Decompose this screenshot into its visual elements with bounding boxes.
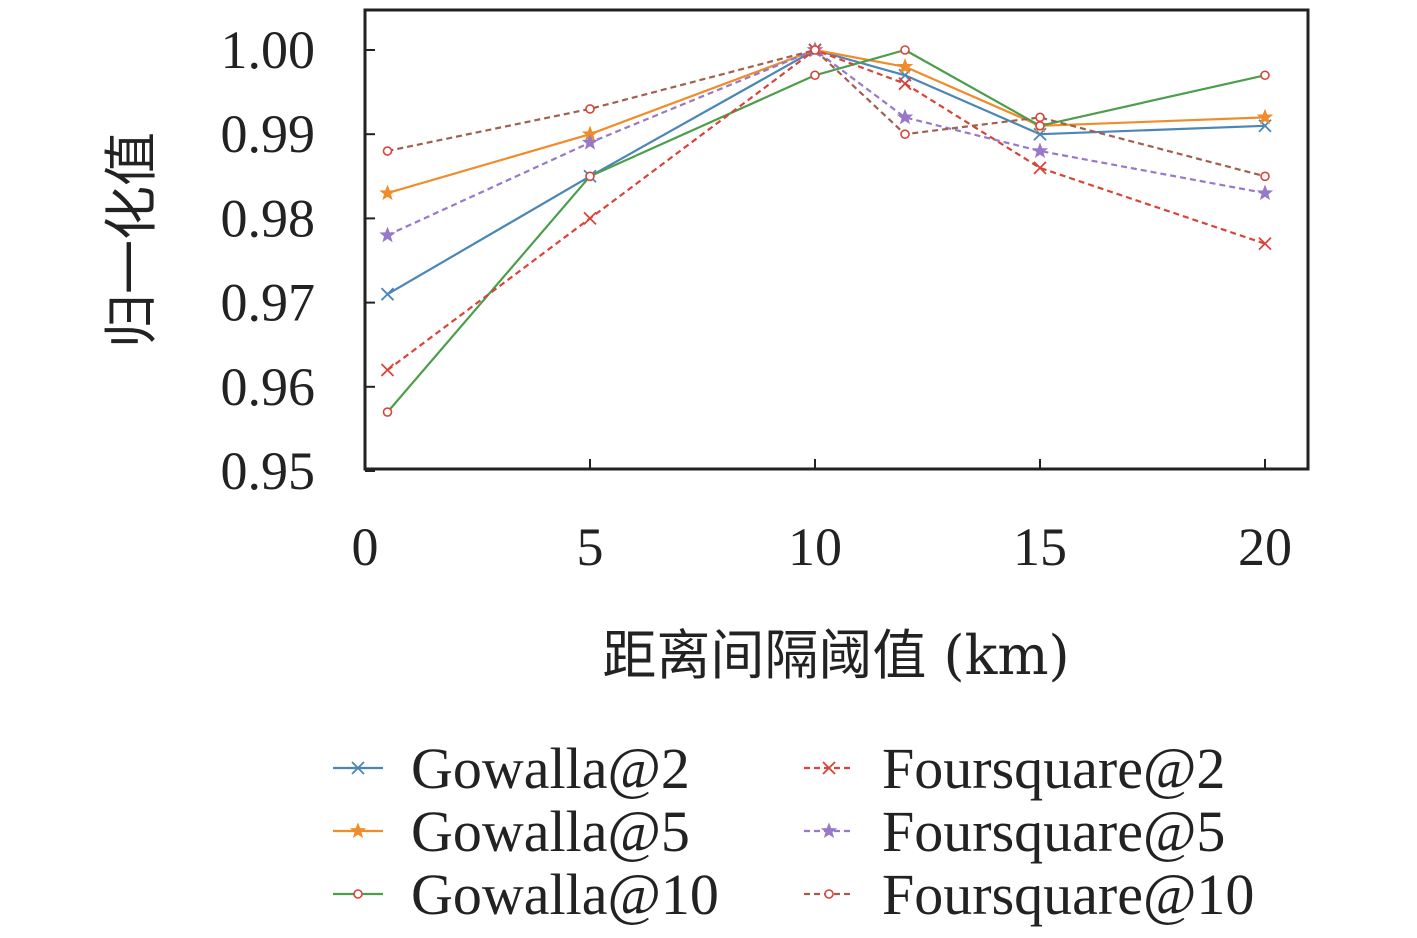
legend-marker — [822, 761, 836, 775]
data-point — [900, 45, 910, 55]
x-tick-label: 15 — [1013, 517, 1067, 577]
legend-item: Foursquare@10 — [804, 862, 1254, 927]
data-point — [382, 146, 393, 156]
x-axis-label: 距离间隔阈值 (km) — [602, 624, 1069, 687]
series-line — [387, 48, 1266, 195]
plot-frame — [363, 8, 1310, 471]
legend-item: Foursquare@5 — [804, 799, 1225, 864]
data-point — [896, 108, 914, 125]
y-tick-label: 0.99 — [221, 104, 316, 164]
data-point — [583, 211, 597, 226]
x-tick-label: 0 — [352, 517, 379, 577]
series-line — [386, 48, 1266, 371]
data-point — [585, 171, 595, 182]
legend-marker — [351, 761, 365, 775]
legend-marker — [824, 889, 834, 899]
x-tick-label: 10 — [788, 517, 842, 577]
data-point — [1033, 161, 1047, 175]
legend-marker — [349, 822, 367, 839]
series-line — [387, 48, 1266, 237]
data-point — [380, 287, 395, 301]
legend-label: Foursquare@5 — [882, 799, 1225, 864]
legend-label: Foursquare@10 — [882, 862, 1254, 927]
data-point — [1035, 120, 1045, 131]
legend-marker — [820, 822, 838, 839]
data-point — [810, 45, 820, 55]
data-point — [1035, 112, 1045, 123]
data-point — [379, 184, 396, 201]
data-point — [379, 226, 396, 243]
data-point — [1258, 237, 1272, 251]
y-tick-label: 0.96 — [221, 357, 316, 417]
data-point — [382, 407, 393, 417]
legend-item: Gowalla@5 — [333, 799, 690, 864]
x-axis-ticks: 0 5 10 15 20 — [352, 459, 1292, 577]
y-tick-label: 1.00 — [221, 20, 316, 80]
data-point — [1260, 70, 1270, 81]
y-axis-ticks: 0.95 0.96 0.97 0.98 0.99 1.00 — [221, 20, 375, 501]
data-point — [896, 58, 914, 74]
data-point — [585, 104, 595, 114]
y-tick-label: 0.98 — [221, 188, 316, 248]
legend-label: Foursquare@2 — [882, 736, 1225, 801]
data-point — [900, 129, 910, 139]
data-point — [380, 363, 395, 377]
data-point — [581, 133, 599, 150]
legend-label: Gowalla@5 — [411, 799, 690, 864]
x-tick-label: 20 — [1238, 517, 1292, 577]
legend-item: Gowalla@2 — [333, 736, 690, 801]
data-point — [898, 77, 912, 91]
series-line — [387, 48, 1266, 178]
legend-marker — [353, 889, 363, 899]
x-tick-label: 5 — [577, 517, 604, 577]
legend-label: Gowalla@10 — [411, 862, 719, 927]
data-point — [1260, 171, 1270, 182]
y-tick-label: 0.97 — [221, 273, 316, 333]
y-tick-label: 0.95 — [221, 441, 316, 501]
data-point — [1256, 108, 1274, 125]
series-layer — [379, 41, 1274, 417]
y-axis-label: 归一化值 — [100, 132, 163, 348]
series-gowalla-at-2 — [380, 43, 1272, 301]
series-foursquare-at-10 — [382, 45, 1270, 182]
data-point — [1256, 184, 1274, 201]
series-gowalla-at-5 — [379, 41, 1274, 201]
data-point — [810, 70, 820, 81]
plot-area — [363, 8, 1310, 471]
legend-item: Foursquare@2 — [804, 736, 1225, 801]
legend-label: Gowalla@2 — [411, 736, 690, 801]
series-gowalla-at-10 — [382, 45, 1270, 417]
series-line — [386, 48, 1266, 413]
legend-item: Gowalla@10 — [333, 862, 719, 927]
series-foursquare-at-2 — [380, 43, 1272, 377]
data-point — [1031, 142, 1049, 159]
